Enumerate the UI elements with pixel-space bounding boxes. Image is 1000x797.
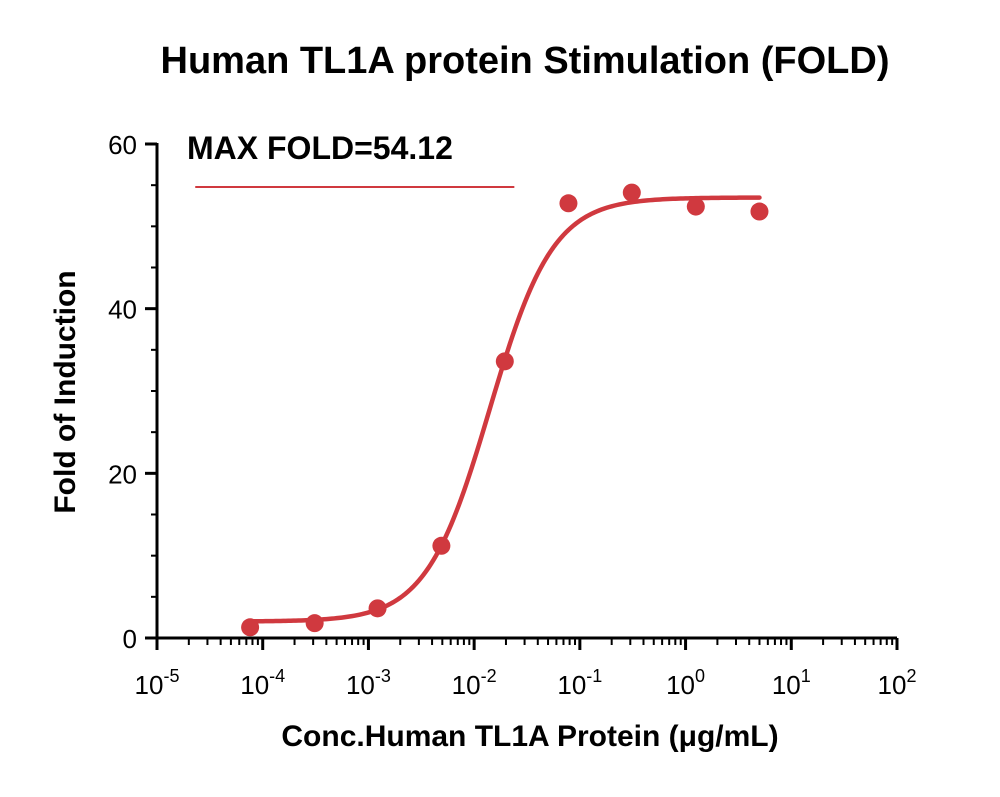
x-tick-label: 101 — [772, 666, 811, 700]
data-point — [750, 202, 769, 221]
x-tick-label: 10-1 — [557, 666, 602, 700]
y-tick-label: 40 — [108, 295, 137, 325]
x-tick-label: 100 — [666, 666, 705, 700]
y-tick-label: 0 — [123, 624, 137, 654]
data-point — [305, 614, 324, 633]
fit-curve — [247, 195, 762, 624]
x-tick-label: 10-4 — [240, 666, 285, 700]
chart-title: Human TL1A protein Stimulation (FOLD) — [160, 40, 890, 82]
data-point — [622, 183, 641, 202]
data-point — [559, 194, 578, 213]
x-tick-label: 10-3 — [346, 666, 391, 700]
y-tick-label: 60 — [108, 130, 137, 160]
x-axis-label: Conc.Human TL1A Protein (μg/mL) — [281, 720, 779, 753]
x-tick-label: 10-2 — [452, 666, 497, 700]
data-point — [432, 536, 451, 555]
data-point — [368, 599, 387, 618]
x-tick-label: 102 — [878, 666, 917, 700]
max-fold-annotation: MAX FOLD=54.12 — [187, 130, 453, 166]
data-point — [686, 197, 705, 216]
y-tick-label: 20 — [108, 459, 137, 489]
data-point — [495, 352, 514, 371]
data-point — [241, 618, 260, 637]
x-tick-label: 10-5 — [135, 666, 180, 700]
